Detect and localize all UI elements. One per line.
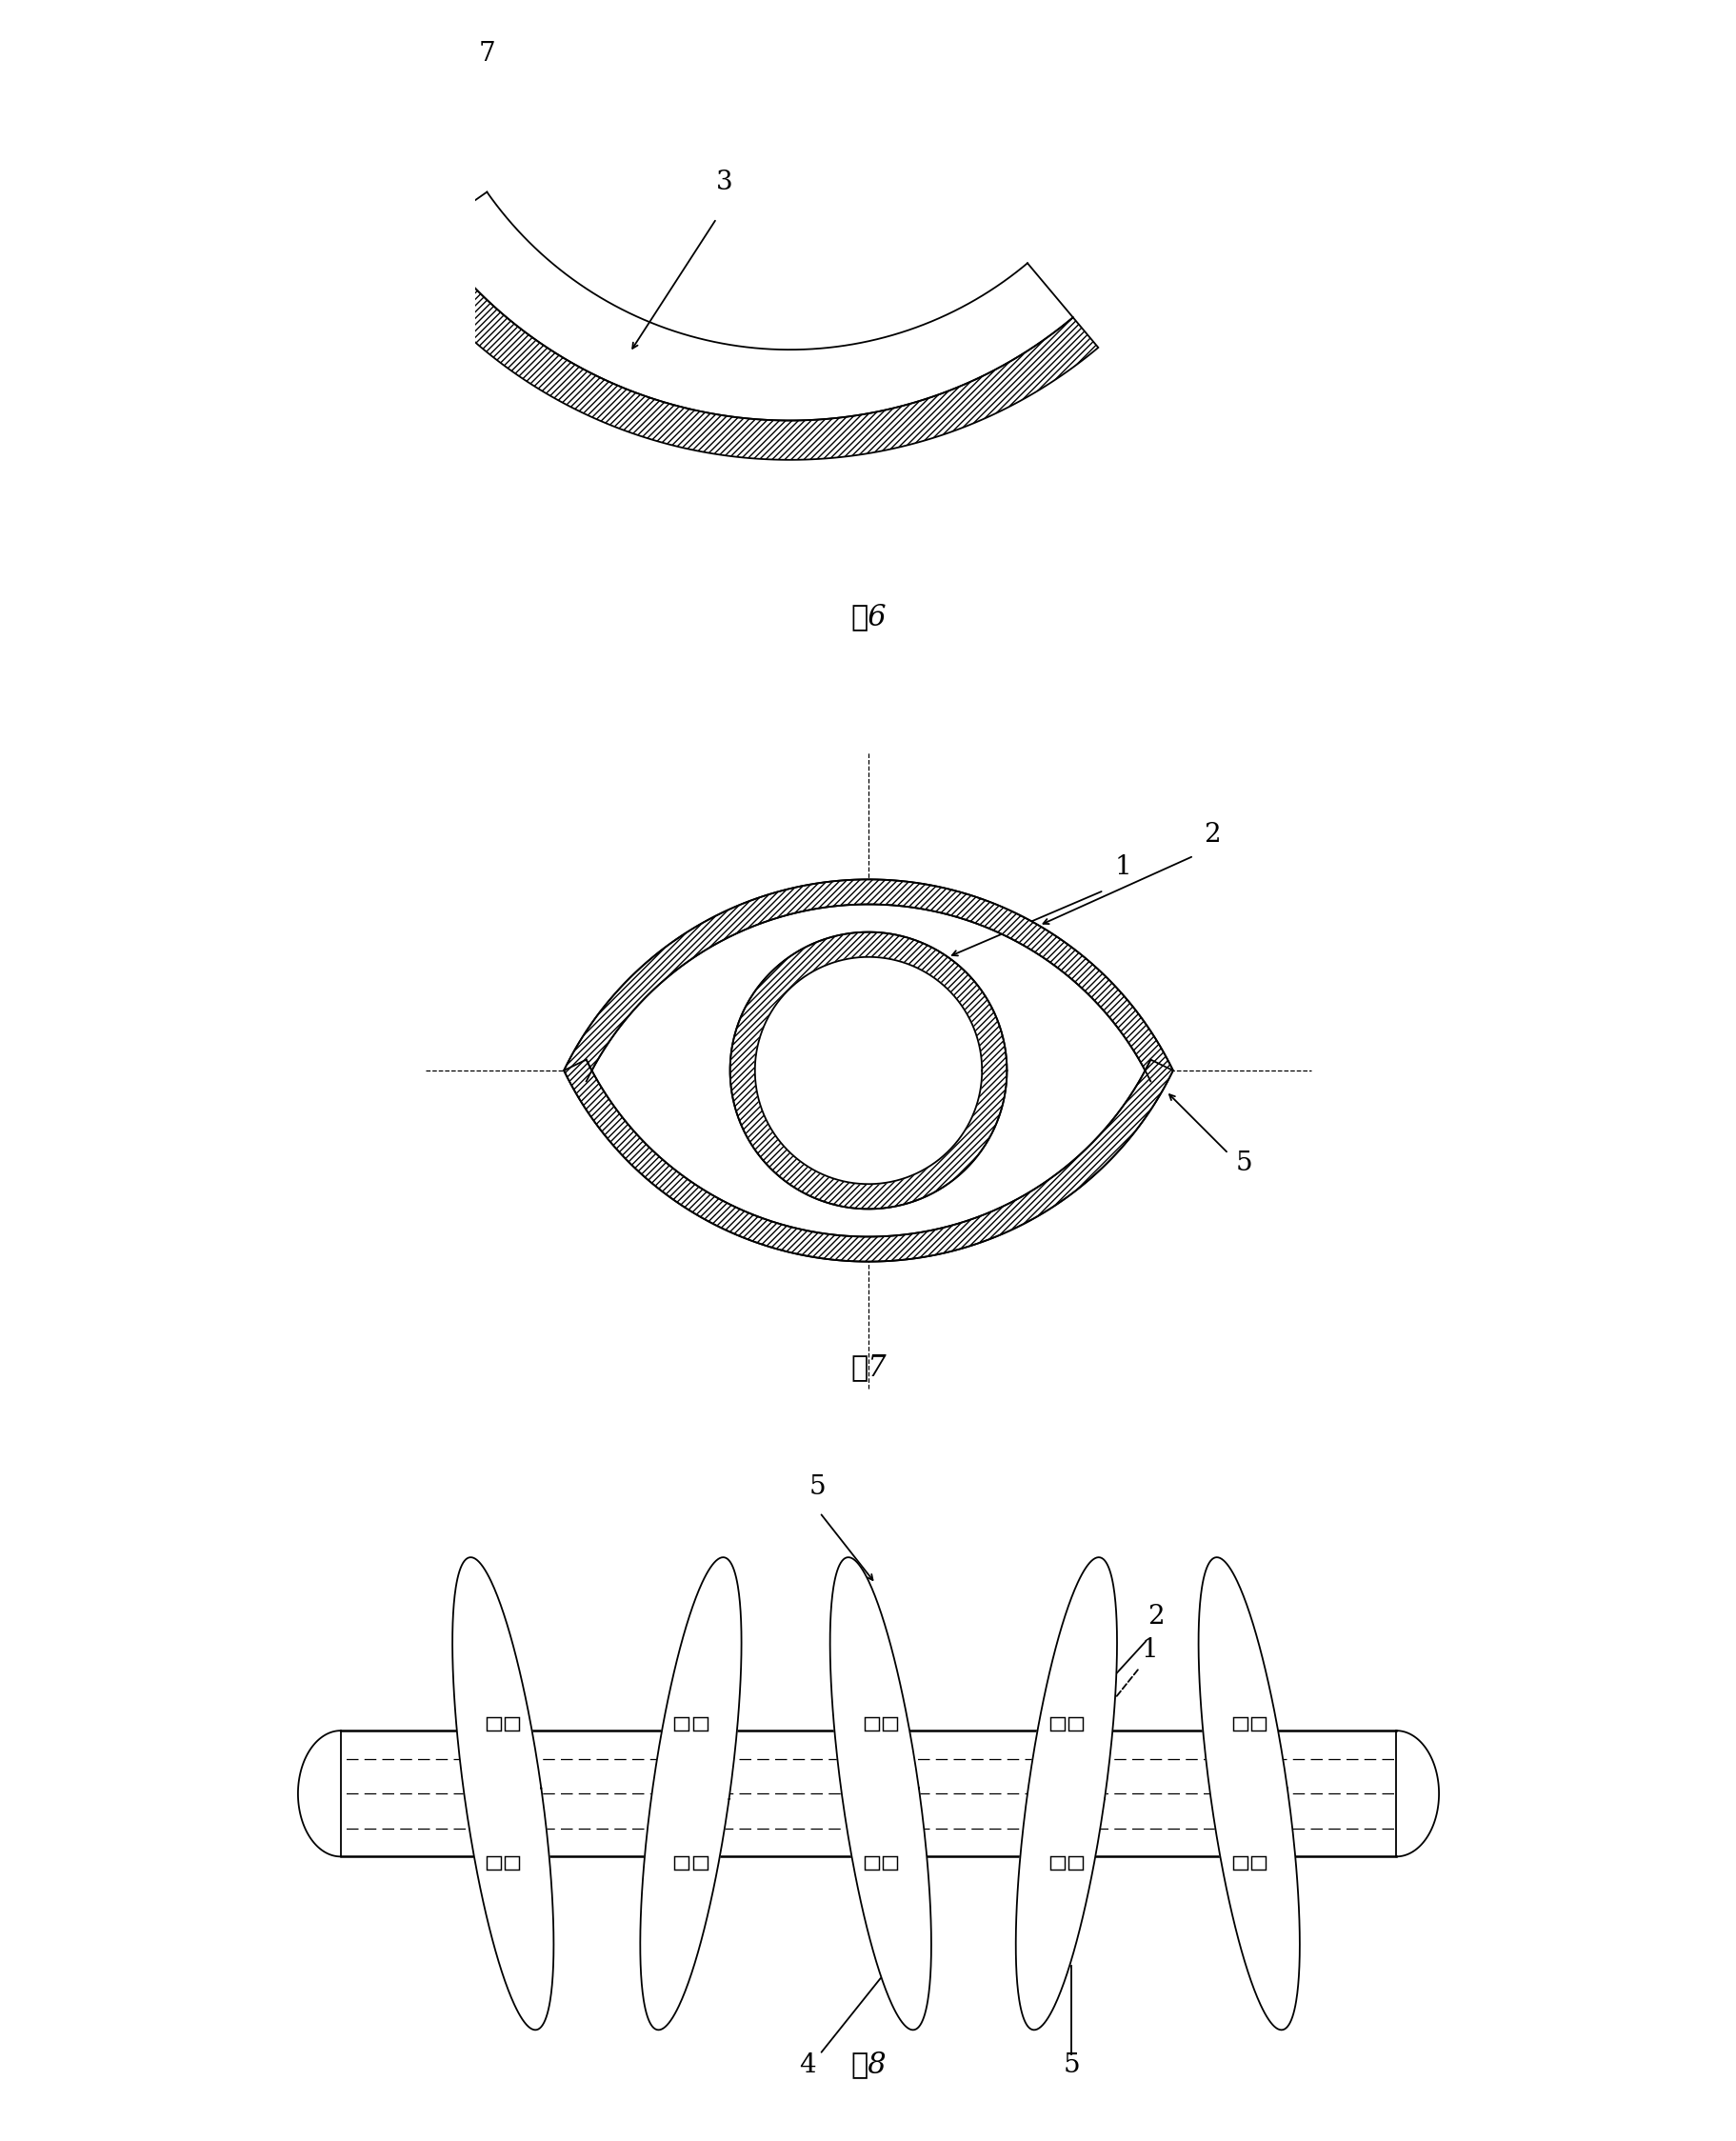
Bar (674, 1717, 689, 1730)
Polygon shape (564, 880, 1172, 1261)
Text: 图8: 图8 (851, 2049, 885, 2079)
Polygon shape (1198, 1557, 1299, 2030)
Bar (505, 1717, 519, 1730)
Polygon shape (729, 931, 1007, 1210)
Polygon shape (299, 1730, 340, 1856)
Polygon shape (451, 1557, 554, 2030)
Text: 5: 5 (1062, 2053, 1080, 2079)
Polygon shape (564, 1060, 1172, 1261)
Polygon shape (564, 880, 1172, 1081)
Bar (882, 1717, 896, 1730)
Bar (486, 1856, 500, 1869)
Polygon shape (755, 957, 981, 1184)
Text: 4: 4 (799, 2053, 816, 2079)
Bar (1068, 1856, 1082, 1869)
Bar (1250, 1717, 1266, 1730)
Bar (1233, 1856, 1246, 1869)
Text: 1: 1 (1115, 854, 1132, 880)
Polygon shape (729, 931, 1007, 1210)
Polygon shape (830, 1557, 930, 2030)
Text: 2: 2 (1203, 822, 1220, 848)
Bar (693, 1856, 707, 1869)
Polygon shape (641, 1557, 741, 2030)
Text: 7: 7 (479, 41, 496, 66)
Bar (1068, 1717, 1082, 1730)
Bar (1050, 1856, 1064, 1869)
Bar (1233, 1717, 1246, 1730)
Text: 1: 1 (1141, 1638, 1158, 1664)
Bar (693, 1717, 707, 1730)
Bar (865, 1856, 878, 1869)
Text: 2: 2 (1147, 1604, 1163, 1629)
Text: 5: 5 (809, 1475, 826, 1501)
Bar (1250, 1856, 1266, 1869)
Bar (1050, 1717, 1064, 1730)
Text: 图7: 图7 (851, 1353, 885, 1381)
Bar (505, 1856, 519, 1869)
Polygon shape (1016, 1557, 1116, 2030)
Text: 3: 3 (715, 169, 733, 195)
Bar (674, 1856, 689, 1869)
Text: 5: 5 (1234, 1150, 1252, 1175)
Polygon shape (1396, 1730, 1437, 1856)
Bar (486, 1717, 500, 1730)
Bar (882, 1856, 896, 1869)
Bar (865, 1717, 878, 1730)
Text: 图6: 图6 (851, 602, 885, 632)
Polygon shape (396, 233, 1097, 460)
